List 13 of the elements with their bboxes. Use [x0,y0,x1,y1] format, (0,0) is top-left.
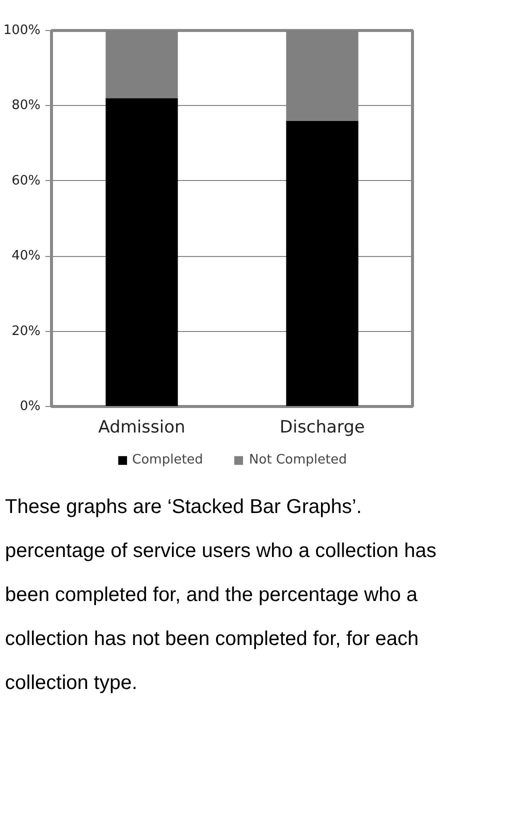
x-tick-label: Admission [98,418,186,438]
bar [286,120,358,406]
y-tick-label: 100% [3,23,41,38]
bar [106,98,178,406]
y-tick-label: 60% [12,173,41,188]
y-tick-label: 80% [12,98,41,114]
y-tick-label: 20% [12,324,41,339]
text: These graphs are ‘Stacked Bar Graphs’. percentage of service users who a collection has been completed for, and the percentage who a collection has not been completed for, for each collection type. [5,495,438,696]
y-tick-label: 0% [20,399,40,414]
legend-label: Completed [132,452,204,468]
x-tick-label: Discharge [280,418,365,438]
legend-label: Not Completed [249,452,347,468]
y-tick-label: 40% [12,248,41,264]
